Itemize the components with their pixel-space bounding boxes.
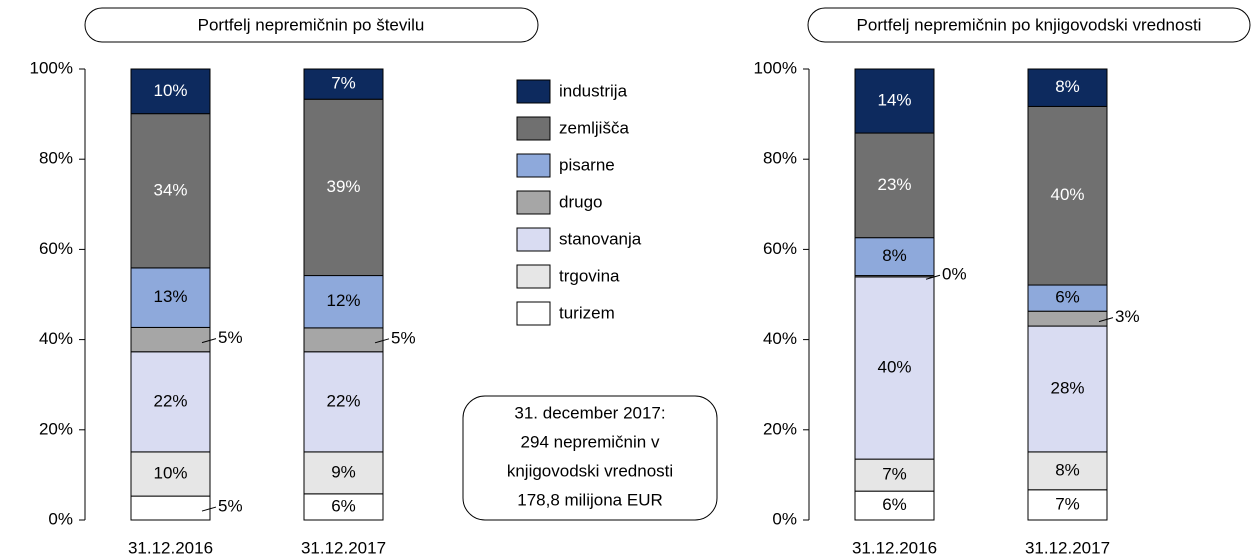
data-label: 22% — [153, 391, 187, 410]
bar-segment — [130, 113, 211, 269]
legend-swatch — [516, 264, 551, 289]
annotation-frame — [462, 395, 718, 521]
bar-segment — [854, 132, 935, 239]
data-label: 9% — [331, 462, 356, 481]
bar-segment — [854, 490, 935, 521]
data-label: 7% — [331, 74, 356, 93]
legend-swatch — [516, 153, 551, 178]
annotation-line: knjigovodski vrednosti — [507, 461, 673, 480]
data-label: 23% — [877, 175, 911, 194]
legend-label: industrija — [559, 81, 628, 100]
leader-line — [925, 274, 941, 280]
leader-line — [201, 506, 217, 512]
bar-segment — [854, 458, 935, 492]
data-label: 3% — [1115, 307, 1140, 326]
data-label: 6% — [1055, 288, 1080, 307]
chart-title: Portfelj nepremičnin po številu — [198, 15, 425, 34]
data-label: 22% — [326, 391, 360, 410]
data-label: 8% — [882, 246, 907, 265]
x-tick-label: 31.12.2016 — [852, 538, 937, 557]
data-label: 8% — [1055, 460, 1080, 479]
legend-swatch — [516, 116, 551, 141]
data-label: 12% — [326, 291, 360, 310]
y-tick-label: 80% — [39, 149, 73, 168]
bar-segment — [1027, 105, 1108, 286]
x-tick-label: 31.12.2017 — [1025, 538, 1110, 557]
data-label: 0% — [942, 265, 967, 284]
legend-swatch — [516, 301, 551, 326]
bar-segment — [303, 493, 384, 521]
bar-segment — [303, 68, 384, 100]
data-label: 5% — [391, 328, 416, 347]
data-label: 28% — [1050, 378, 1084, 397]
y-tick-label: 60% — [763, 239, 797, 258]
bar-segment — [1027, 325, 1108, 453]
annotation-line: 294 nepremičnin v — [521, 432, 660, 451]
x-tick-label: 31.12.2016 — [128, 538, 213, 557]
y-tick-label: 80% — [763, 149, 797, 168]
data-label: 6% — [331, 496, 356, 515]
bar-segment — [303, 98, 384, 277]
leader-line — [374, 338, 390, 344]
data-label: 39% — [326, 177, 360, 196]
data-label: 13% — [153, 287, 187, 306]
bar-segment — [854, 237, 935, 277]
legend-label: turizem — [559, 303, 615, 322]
y-tick-label: 0% — [48, 509, 73, 528]
y-tick-label: 20% — [39, 419, 73, 438]
bar-segment — [130, 326, 211, 353]
data-label: 40% — [1050, 185, 1084, 204]
data-label: 5% — [218, 328, 243, 347]
data-label: 40% — [877, 357, 911, 376]
y-tick-label: 100% — [754, 58, 797, 77]
data-label: 6% — [882, 495, 907, 514]
chart-title: Portfelj nepremičnin po knjigovodski vre… — [857, 15, 1202, 34]
legend-label: trgovina — [559, 266, 620, 285]
y-tick-label: 40% — [39, 329, 73, 348]
y-tick-label: 40% — [763, 329, 797, 348]
title-frame — [84, 7, 539, 43]
legend-label: pisarne — [559, 155, 615, 174]
bar-segment — [1027, 451, 1108, 491]
bar-segment — [303, 451, 384, 495]
title-frame — [807, 7, 1251, 43]
data-label: 10% — [153, 81, 187, 100]
legend-label: drugo — [559, 192, 602, 211]
annotation-line: 178,8 milijona EUR — [517, 490, 663, 509]
legend-label: zemljišča — [559, 118, 629, 137]
y-tick-label: 60% — [39, 239, 73, 258]
bar-segment — [1027, 68, 1108, 107]
bar-segment — [854, 276, 935, 460]
bar-segment — [303, 351, 384, 453]
y-tick-label: 0% — [772, 509, 797, 528]
legend-swatch — [516, 79, 551, 104]
legend-swatch — [516, 190, 551, 215]
bar-segment — [303, 327, 384, 353]
bar-segment — [130, 68, 211, 115]
data-label: 7% — [1055, 494, 1080, 513]
leader-line — [201, 338, 217, 344]
bar-segment — [130, 495, 211, 521]
x-tick-label: 31.12.2017 — [301, 538, 386, 557]
legend-label: stanovanja — [559, 229, 642, 248]
data-label: 5% — [218, 497, 243, 516]
annotation-line: 31. december 2017: — [514, 403, 665, 422]
data-label: 10% — [153, 463, 187, 482]
bar-segment — [1027, 284, 1108, 312]
data-label: 14% — [877, 91, 911, 110]
legend-swatch — [516, 227, 551, 252]
bar-segment — [1027, 310, 1108, 327]
leader-line — [1098, 317, 1114, 323]
y-tick-label: 20% — [763, 419, 797, 438]
data-label: 8% — [1055, 77, 1080, 96]
data-label: 34% — [153, 180, 187, 199]
y-tick-label: 100% — [30, 58, 73, 77]
bar-segment — [854, 68, 935, 134]
bar-segment — [130, 267, 211, 328]
bar-segment — [303, 275, 384, 329]
data-label: 7% — [882, 465, 907, 484]
